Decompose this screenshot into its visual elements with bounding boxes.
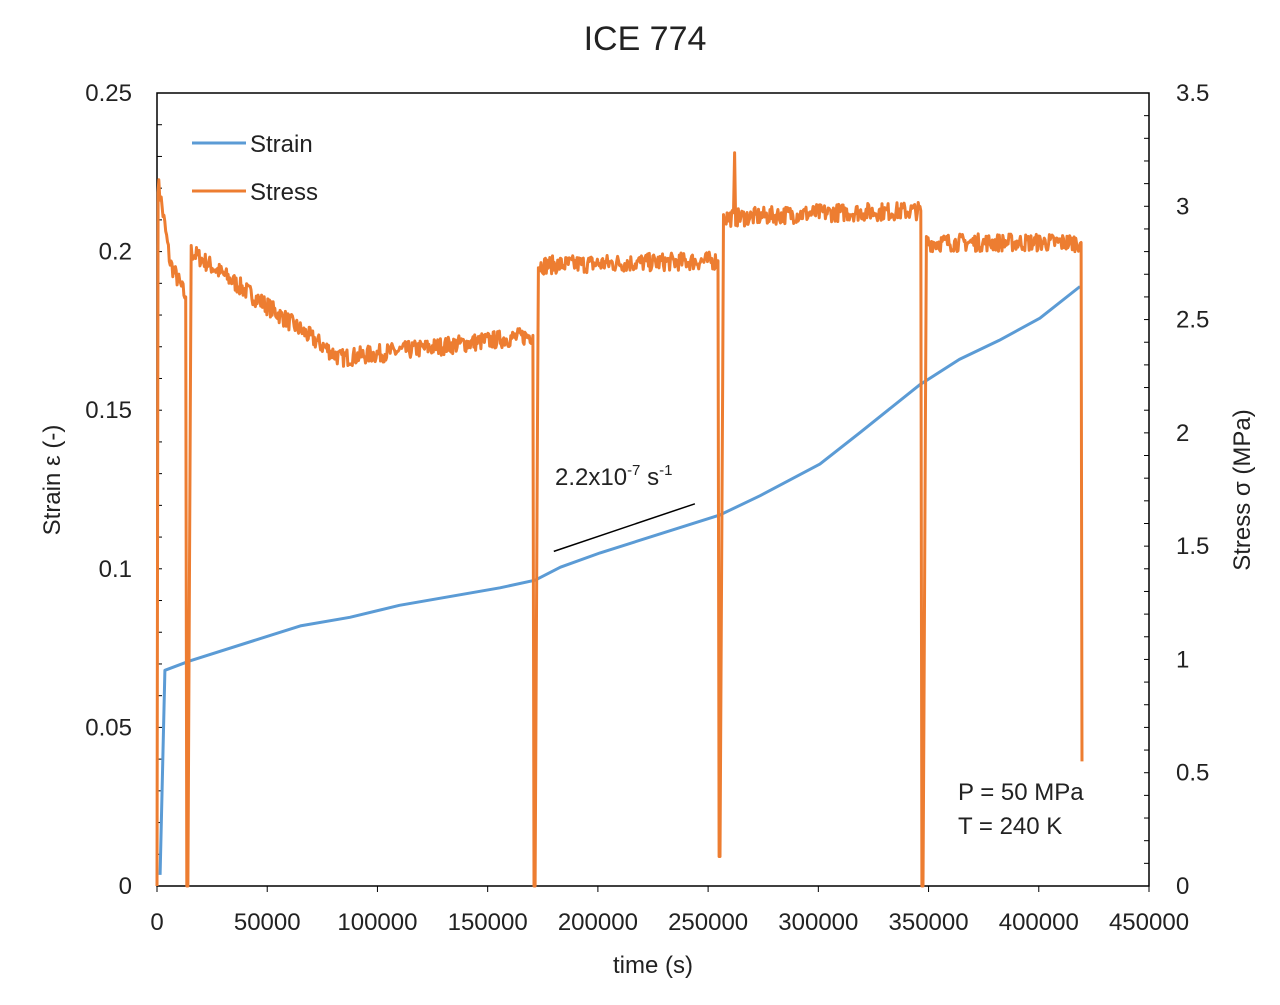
strain-rate-label: 2.2x10-7 s-1	[555, 462, 672, 491]
y2-tick-label: 1.5	[1176, 533, 1209, 560]
x-axis-title: time (s)	[613, 952, 693, 979]
y2-tick-label: 0	[1176, 873, 1189, 900]
y2-tick-label: 2	[1176, 420, 1189, 447]
y-tick-label: 0.15	[85, 397, 132, 424]
x-tick-label: 300000	[778, 909, 858, 936]
y-tick-label: 0.2	[99, 239, 132, 266]
strain-rate-exp: -7	[627, 462, 640, 479]
y2-tick-label: 2.5	[1176, 307, 1209, 334]
temperature-annotation: T = 240 K	[958, 813, 1062, 840]
strain-rate-unit: s	[640, 464, 659, 491]
strain-rate-unit-exp: -1	[659, 462, 672, 479]
x-tick-label: 250000	[668, 909, 748, 936]
x-tick-label: 200000	[558, 909, 638, 936]
y-tick-label: 0	[119, 873, 132, 900]
y-tick-label: 0.05	[85, 714, 132, 741]
x-tick-label: 400000	[999, 909, 1079, 936]
y-tick-label: 0.1	[99, 556, 132, 583]
y2-tick-label: 3.5	[1176, 80, 1209, 107]
x-tick-label: 350000	[889, 909, 969, 936]
legend-strain-label: Strain	[250, 131, 313, 158]
legend: Strain Stress	[192, 131, 318, 206]
strain-rate-base: 2.2x10	[555, 464, 627, 491]
x-tick-label: 150000	[448, 909, 528, 936]
series-stress-line	[155, 151, 1084, 888]
x-tick-label: 50000	[234, 909, 301, 936]
series-strain-line	[158, 285, 1081, 875]
strain-rate-line	[553, 503, 696, 553]
y2-tick-label: 3	[1176, 193, 1189, 220]
y2-tick-label: 1	[1176, 646, 1189, 673]
x-tick-label: 100000	[337, 909, 417, 936]
y-axis-title: Strain ε (-)	[39, 425, 66, 536]
x-tick-label: 0	[150, 909, 163, 936]
y2-tick-label: 0.5	[1176, 760, 1209, 787]
y-tick-label: 0.25	[85, 80, 132, 107]
y2-axis-title: Stress σ (MPa)	[1229, 409, 1256, 571]
pressure-annotation: P = 50 MPa	[958, 779, 1084, 806]
legend-stress-label: Stress	[250, 179, 318, 206]
x-tick-label: 450000	[1109, 909, 1189, 936]
chart-title: ICE 774	[584, 20, 707, 58]
